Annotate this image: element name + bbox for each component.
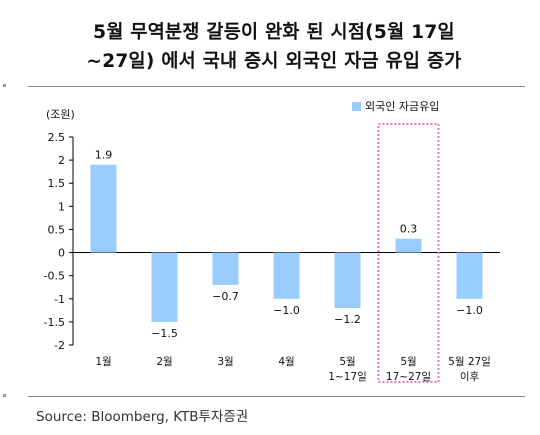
y-tick-label: -1.5 [44,316,65,329]
y-tick-label: 0.5 [48,223,66,236]
legend-label: 외국인 자금유입 [365,100,440,113]
bar [334,252,361,309]
data-label: 0.3 [400,223,418,236]
x-tick-label: 1~17일 [328,370,367,383]
legend: 외국인 자금유입 [352,98,439,114]
bar [212,252,239,285]
bar [90,164,117,253]
y-tick-label: -1 [54,293,65,306]
data-label: −1.0 [456,304,483,317]
x-tick-label: 17~27일 [386,370,431,383]
y-tick-label: -0.5 [44,270,65,283]
top-divider [28,86,525,87]
bar [273,252,300,299]
bar [395,238,422,253]
y-tick-label: 1 [58,200,65,213]
y-tick-label: 1.5 [48,177,66,190]
data-label: −0.7 [212,290,239,303]
data-label: −1.5 [151,327,178,340]
bar [456,252,483,299]
y-tick-label: 0 [58,247,65,260]
x-tick-label: 2월 [156,356,172,368]
bar [151,252,178,322]
y-tick-label: 2 [58,154,65,167]
y-axis-unit: (조원) [46,108,75,121]
bottom-divider [28,396,525,397]
x-tick-label: 3월 [217,356,233,368]
x-tick-label: 4월 [278,356,294,368]
chart-title-line-2: ~27일) 에서 국내 증시 외국인 자금 유입 증가 [86,51,462,72]
y-tick-label: 2.5 [48,131,66,144]
x-tick-label: 5월 [339,356,355,368]
x-tick-label: 1월 [95,356,111,368]
x-tick-label: 5월 27일 [448,355,491,368]
highlight-box [377,123,440,383]
data-label: −1.0 [273,304,300,317]
y-tick-label: -2 [54,339,65,352]
data-label: −1.2 [334,313,361,326]
x-tick-label: 5월 [400,356,416,368]
data-label: 1.9 [95,149,113,162]
source-note: Source: Bloomberg, KTB투자증권 [36,409,249,425]
legend-swatch [352,101,361,111]
chart-title: 5월 무역분쟁 갈등이 완화 된 시점(5월 17일 ~27일) 에서 국내 증… [34,18,514,76]
chart-title-line-1: 5월 무역분쟁 갈등이 완화 된 시점(5월 17일 [93,22,455,43]
margin-dot [3,84,6,87]
margin-dot [3,394,6,397]
x-tick-label: 이후 [460,371,480,383]
